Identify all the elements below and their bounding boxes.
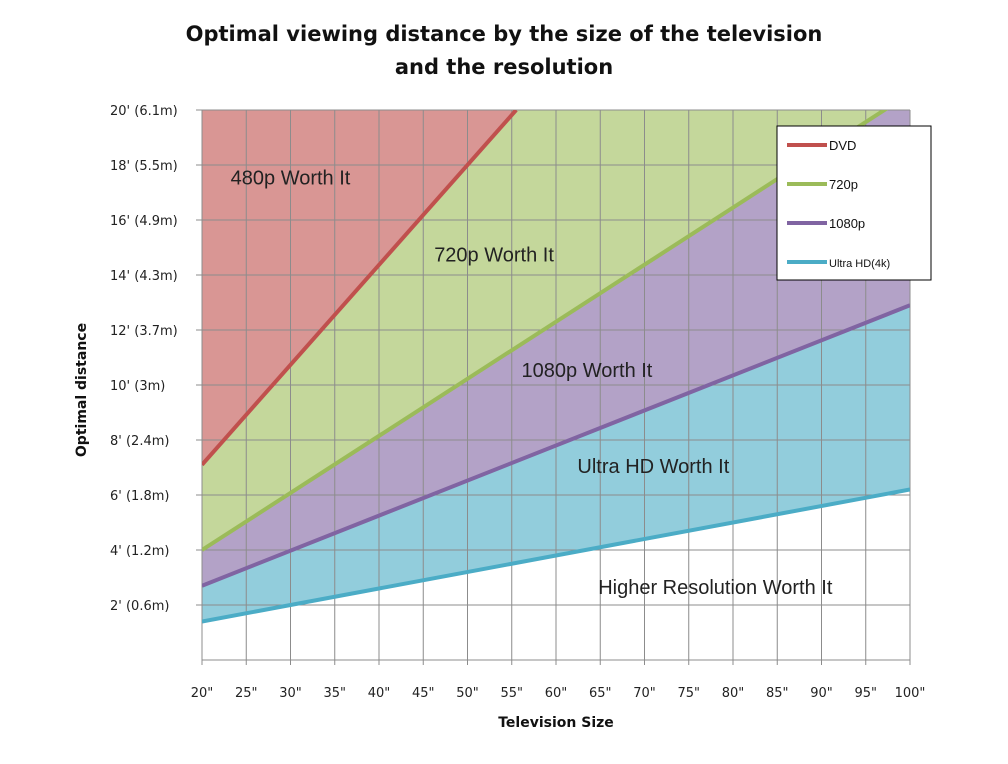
y-tick-label: 10' (3m) (110, 379, 165, 394)
y-tick-label: 20' (6.1m) (110, 104, 178, 119)
x-tick-label: 60" (545, 686, 568, 701)
y-tick-label: 16' (4.9m) (110, 214, 178, 229)
x-tick-label: 40" (368, 686, 391, 701)
axes (196, 109, 911, 665)
x-tick-label: 55" (500, 686, 523, 701)
tick-labels: 2' (0.6m) 4' (1.2m) 6' (1.8m) 8' (2.4m) 10' … (110, 104, 925, 701)
x-tick-label: 80" (722, 686, 745, 701)
legend-label: DVD (829, 138, 856, 153)
legend-box (776, 125, 932, 281)
grid-lines (202, 109, 911, 660)
x-tick-label: 65" (589, 686, 612, 701)
series-line-2 (202, 303, 910, 588)
legend: DVD 720p 1080p Ultra HD(4k) (776, 125, 932, 281)
region-label: 480p Worth It (231, 167, 351, 189)
region-label: 1080p Worth It (522, 360, 653, 382)
x-tick-label: 35" (323, 686, 346, 701)
region-labels: 480p Worth It 720p Worth It 1080p Worth It… (231, 167, 833, 599)
region-label: Higher Resolution Worth It (598, 577, 833, 599)
x-tick-label: 90" (810, 686, 833, 701)
chart-title: Optimal viewing distance by the size of … (0, 18, 1008, 84)
y-axis-title: Optimal distance (74, 323, 90, 457)
x-tick-label: 30" (279, 686, 302, 701)
x-tick-label: 75" (677, 686, 700, 701)
x-tick-label: 45" (412, 686, 435, 701)
y-tick-label: 12' (3.7m) (110, 324, 178, 339)
y-tick-label: 4' (1.2m) (110, 544, 169, 559)
chart-title-line-1: Optimal viewing distance by the size of … (185, 22, 823, 46)
y-tick-label: 14' (4.3m) (110, 269, 178, 284)
y-tick-label: 8' (2.4m) (110, 434, 169, 449)
x-tick-label: 85" (766, 686, 789, 701)
chart-title-line-2: and the resolution (394, 55, 614, 79)
legend-label: 1080p (829, 216, 865, 231)
x-tick-label: 100" (895, 686, 926, 701)
y-tick-label: 18' (5.5m) (110, 159, 178, 174)
x-tick-label: 20" (191, 686, 214, 701)
x-axis-title: Television Size (498, 715, 614, 731)
legend-label: 720p (829, 177, 858, 192)
legend-label: Ultra HD(4k) (829, 258, 890, 270)
x-tick-label: 25" (235, 686, 258, 701)
y-tick-label: 2' (0.6m) (110, 599, 169, 614)
region-label: 720p Worth It (434, 244, 554, 266)
series-line-3 (202, 487, 910, 624)
y-tick-label: 6' (1.8m) (110, 489, 169, 504)
x-tick-label: 95" (854, 686, 877, 701)
x-tick-label: 50" (456, 686, 479, 701)
x-tick-label: 70" (633, 686, 656, 701)
region-label: Ultra HD Worth It (577, 456, 729, 478)
series-line-0 (202, 110, 518, 467)
